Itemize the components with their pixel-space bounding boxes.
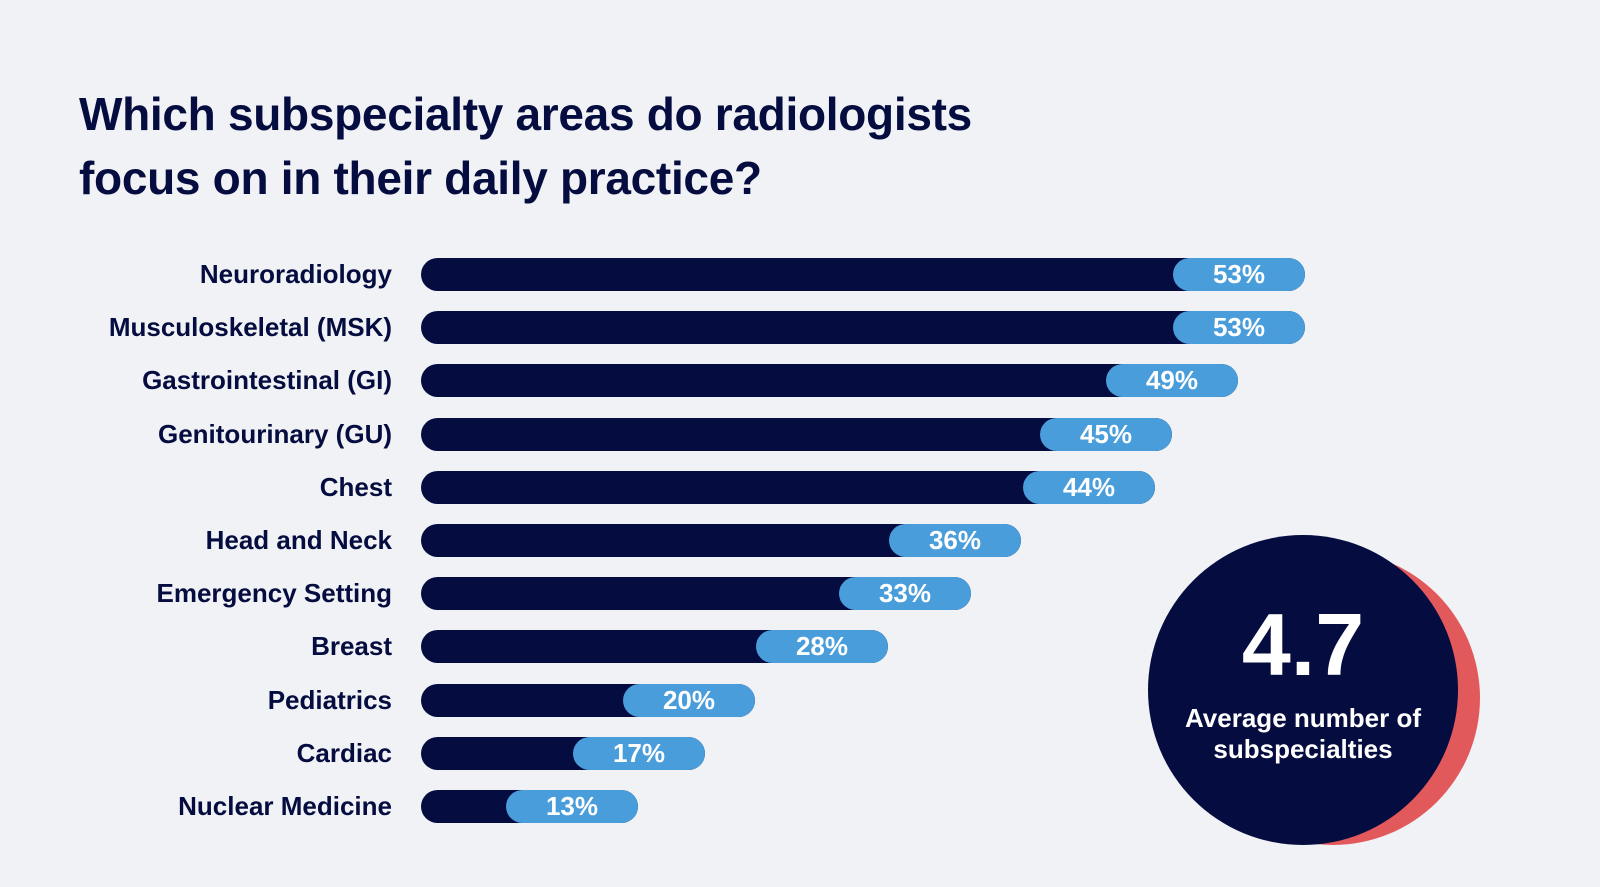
bar-value-label: 20% xyxy=(623,684,755,717)
category-label: Musculoskeletal (MSK) xyxy=(108,312,392,342)
bar-value-label: 28% xyxy=(756,630,888,663)
category-label: Head and Neck xyxy=(205,525,392,555)
bar-value-label: 45% xyxy=(1040,418,1172,451)
bar xyxy=(421,258,1305,291)
category-label: Nuclear Medicine xyxy=(178,791,392,821)
bar-value-label: 53% xyxy=(1173,311,1305,344)
category-label: Pediatrics xyxy=(267,685,392,715)
category-label: Cardiac xyxy=(296,738,392,768)
bar-value-label: 13% xyxy=(506,790,638,823)
bar xyxy=(421,311,1305,344)
category-label: Gastrointestinal (GI) xyxy=(142,365,392,395)
category-label: Emergency Setting xyxy=(156,578,392,608)
category-label: Neuroradiology xyxy=(199,259,392,289)
callout-circle: 4.7 Average number of subspecialties xyxy=(1148,535,1458,845)
bar xyxy=(421,364,1238,397)
bar-value-label: 33% xyxy=(839,577,971,610)
category-label: Genitourinary (GU) xyxy=(157,419,392,449)
average-callout: 4.7 Average number of subspecialties xyxy=(1148,535,1480,845)
callout-caption: Average number of subspecialties xyxy=(1185,703,1421,764)
callout-value: 4.7 xyxy=(1241,595,1365,694)
bar-value-label: 44% xyxy=(1023,471,1155,504)
bar-value-label: 49% xyxy=(1106,364,1238,397)
bar-value-label: 36% xyxy=(889,524,1021,557)
category-label: Chest xyxy=(319,472,392,502)
bar-value-label: 53% xyxy=(1173,258,1305,291)
page-title: Which subspecialty areas do radiologists… xyxy=(79,88,972,204)
bar-value-label: 17% xyxy=(573,737,705,770)
category-label: Breast xyxy=(311,631,392,661)
